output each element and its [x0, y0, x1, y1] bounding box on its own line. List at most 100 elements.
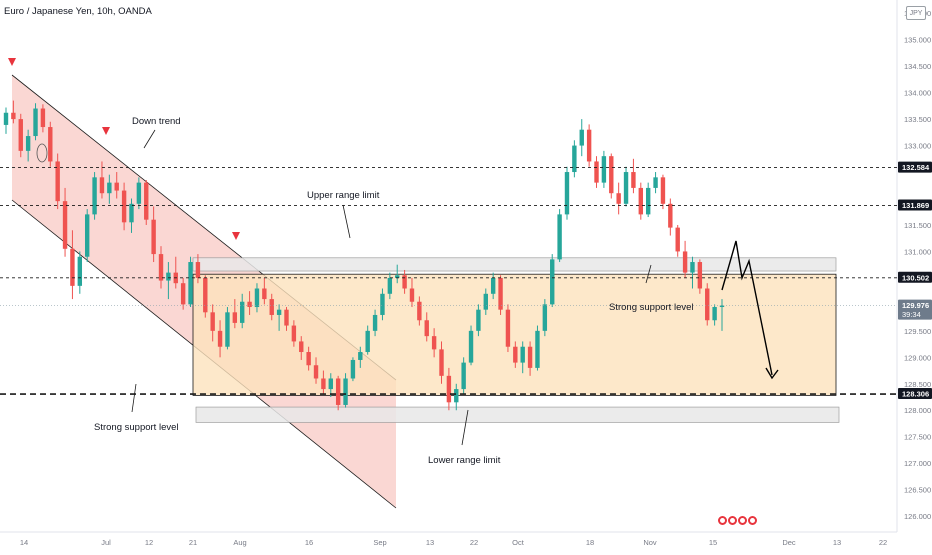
candle-body: [468, 330, 474, 363]
candle-body: [372, 314, 378, 331]
candle-body: [586, 129, 592, 162]
candle-body: [675, 227, 680, 252]
candle-body: [225, 312, 230, 347]
y-tick-label: 134.000: [904, 89, 931, 98]
price-tag-value: 129.976: [902, 301, 929, 310]
candle-body: [247, 301, 252, 308]
candle-body: [490, 277, 496, 294]
candle-body: [712, 307, 717, 321]
annotation-pointer: [645, 264, 652, 284]
y-tick-label: 127.500: [904, 433, 931, 442]
x-tick-label: Aug: [233, 538, 246, 547]
candle-body: [424, 320, 429, 337]
highlight-circle: [36, 143, 48, 163]
logo-ring-icon: [738, 516, 747, 525]
x-tick-label: Nov: [643, 538, 657, 547]
x-tick-label: Oct: [512, 538, 525, 547]
projection-arrowhead-icon: [765, 367, 779, 380]
candle-body: [151, 219, 156, 255]
x-tick-label: 21: [189, 538, 197, 547]
annotation-pointer: [131, 383, 137, 413]
candle-body: [291, 325, 297, 342]
candle-body: [99, 177, 105, 194]
price-tag: [898, 271, 932, 283]
drawings-layer: [11, 74, 840, 509]
candle-body: [48, 127, 53, 162]
annotation-lower-range: Lower range limit: [428, 455, 501, 466]
candle-body: [232, 312, 238, 323]
candle-body: [535, 330, 540, 368]
candle-body: [387, 277, 393, 294]
price-tag-countdown: 39:34: [902, 310, 921, 319]
logo-ring-icon: [748, 516, 757, 525]
annotation-down-trend: Down trend: [132, 116, 181, 127]
x-tick-label: Sep: [373, 538, 386, 547]
candle-body: [601, 156, 607, 183]
candle-body: [284, 309, 289, 326]
candle-body: [144, 182, 149, 220]
logo-ring-icon: [718, 516, 727, 525]
candle-body: [454, 389, 459, 403]
candle-body: [645, 187, 651, 215]
candle-body: [11, 112, 16, 120]
annotation-pointer: [461, 409, 469, 446]
candle-body: [631, 172, 636, 188]
annotation-support-left: Strong support level: [94, 422, 179, 433]
candle-body: [254, 288, 260, 308]
price-tag-value: 130.502: [902, 273, 929, 282]
candle-body: [328, 378, 333, 390]
y-tick-label: 129.000: [904, 353, 931, 362]
candle-body: [240, 301, 245, 323]
currency-badge[interactable]: JPY: [906, 6, 926, 20]
candle-body: [579, 129, 584, 146]
candle-body: [520, 346, 525, 363]
annotation-pointer: [342, 204, 351, 239]
candle-body: [638, 187, 644, 215]
candle-body: [365, 330, 370, 353]
x-tick-label: 13: [426, 538, 434, 547]
symbol-title: Euro / Japanese Yen, 10h, OANDA: [4, 6, 152, 17]
candle-body: [158, 254, 164, 281]
candle-body: [653, 177, 658, 188]
candle-body: [203, 277, 208, 313]
projection-path: [721, 240, 773, 376]
candle-body: [513, 346, 518, 363]
x-tick-label: 16: [305, 538, 313, 547]
x-tick-label: 12: [145, 538, 153, 547]
candle-body: [335, 378, 341, 405]
candle-body: [121, 190, 127, 223]
x-tick-label: Dec: [782, 538, 796, 547]
y-tick-label: 126.500: [904, 486, 931, 495]
candle-body: [77, 256, 83, 286]
candle-body: [616, 193, 621, 204]
candle-body: [114, 182, 119, 191]
down-arrow-marker-icon: [232, 232, 240, 240]
candle-body: [431, 336, 437, 350]
price-tag: [898, 299, 932, 320]
candle-body: [505, 309, 511, 347]
candle-body: [483, 293, 488, 310]
upper-range-zone: [192, 257, 837, 272]
candle-body: [402, 275, 407, 289]
candle-body: [498, 277, 503, 310]
candle-body: [350, 359, 356, 379]
candle-body: [55, 161, 60, 202]
x-tick-label: Jul: [101, 538, 111, 547]
candle-body: [84, 214, 90, 257]
candle-body: [461, 362, 466, 390]
y-tick-label: 134.500: [904, 62, 931, 71]
x-tick-label: 15: [709, 538, 717, 547]
candle-body: [409, 288, 415, 302]
y-tick-label: 128.000: [904, 406, 931, 415]
candle-body: [446, 375, 452, 403]
logo-ring-icon: [728, 516, 737, 525]
candle-body: [609, 156, 614, 194]
candle-body: [697, 262, 703, 289]
candle-body: [343, 378, 348, 405]
candle-body: [299, 341, 304, 353]
candle-body: [3, 112, 9, 125]
y-tick-label: 127.000: [904, 459, 931, 468]
axes-layer: 126.000 126.500 127.000 127.500 128.000 128.5…: [20, 9, 932, 547]
